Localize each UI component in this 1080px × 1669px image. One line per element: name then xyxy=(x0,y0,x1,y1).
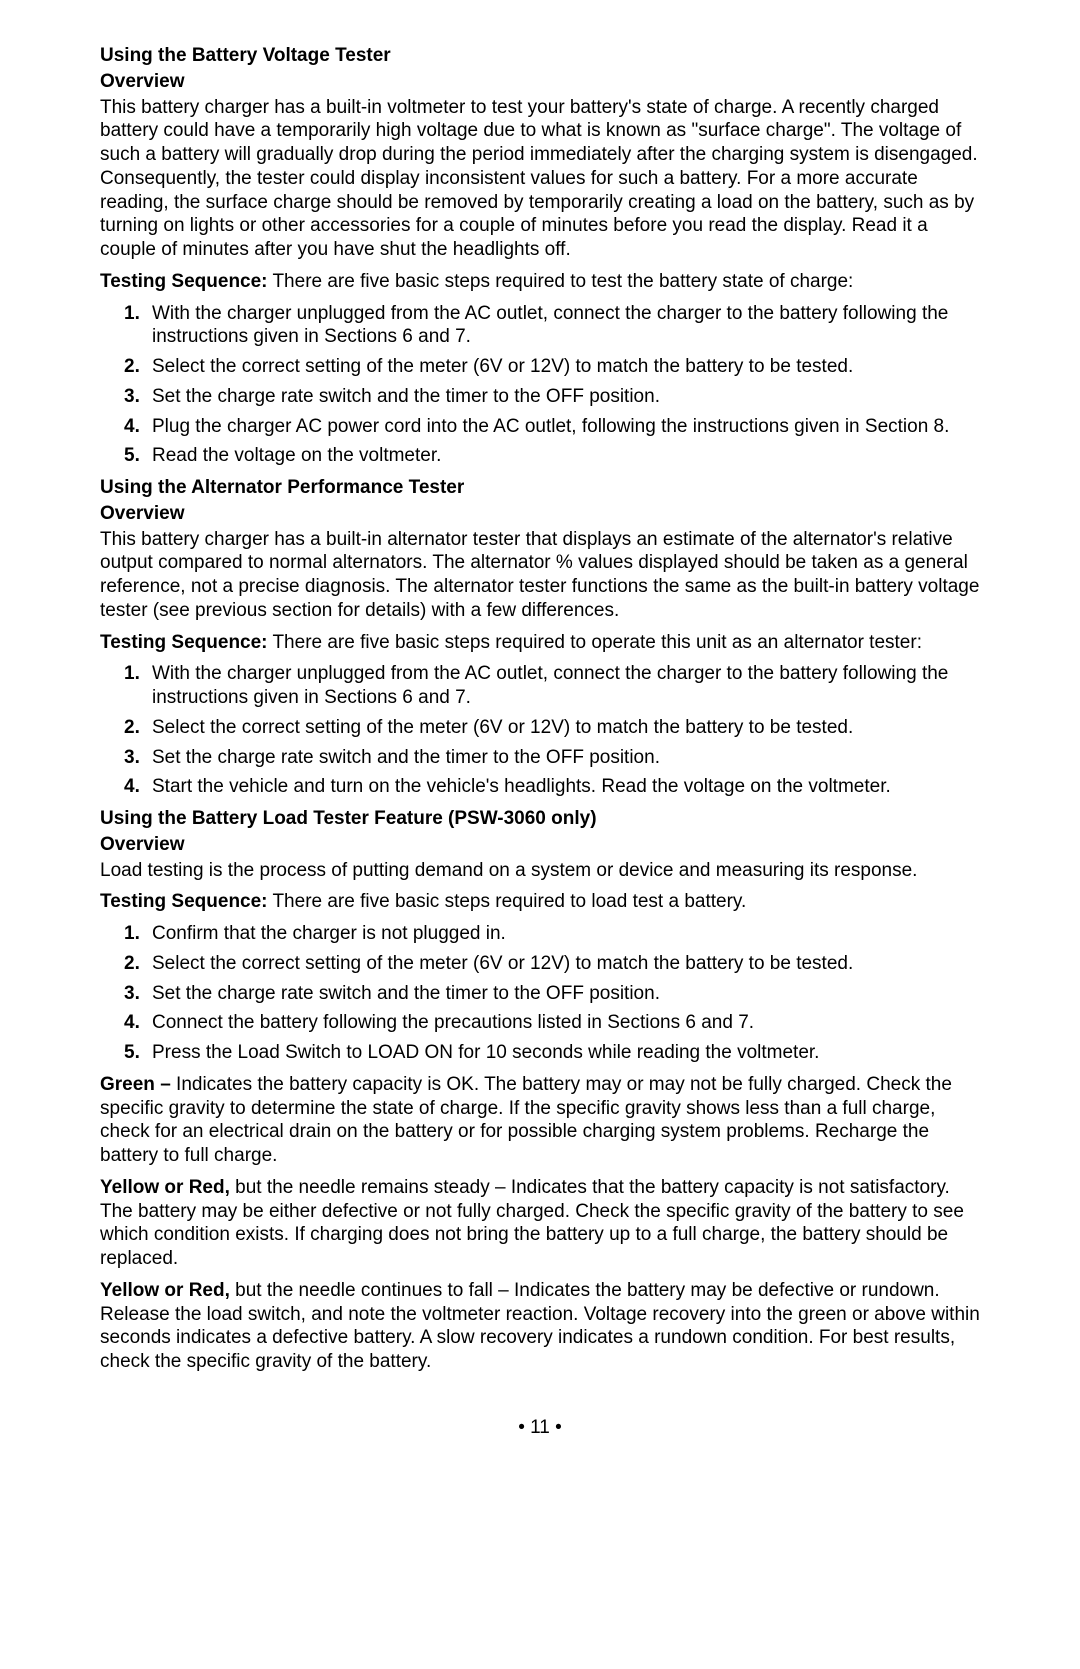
yellow-red-fall-para: Yellow or Red, but the needle continues … xyxy=(100,1279,980,1374)
green-text: Indicates the battery capacity is OK. Th… xyxy=(100,1074,952,1166)
section-title-alternator-tester: Using the Alternator Performance Tester xyxy=(100,476,980,500)
step-item: Set the charge rate switch and the timer… xyxy=(152,385,980,409)
section-title-voltage-tester: Using the Battery Voltage Tester xyxy=(100,44,980,68)
load-steps-list: Confirm that the charger is not plugged … xyxy=(100,922,980,1065)
yellow-red-text: but the needle continues to fall – Indic… xyxy=(100,1280,980,1372)
overview-label: Overview xyxy=(100,833,980,857)
testing-sequence-text: There are five basic steps required to l… xyxy=(268,891,747,912)
voltage-steps-list: With the charger unplugged from the AC o… xyxy=(100,302,980,469)
step-item: Confirm that the charger is not plugged … xyxy=(152,922,980,946)
overview-text: Load testing is the process of putting d… xyxy=(100,859,980,883)
testing-sequence-label: Testing Sequence: xyxy=(100,632,268,653)
step-item: With the charger unplugged from the AC o… xyxy=(152,302,980,350)
step-item: Set the charge rate switch and the timer… xyxy=(152,746,980,770)
step-item: Select the correct setting of the meter … xyxy=(152,952,980,976)
step-item: Select the correct setting of the meter … xyxy=(152,355,980,379)
testing-sequence-text: There are five basic steps required to o… xyxy=(268,632,922,653)
testing-sequence-intro: Testing Sequence: There are five basic s… xyxy=(100,890,980,914)
step-item: Read the voltage on the voltmeter. xyxy=(152,444,980,468)
step-item: Connect the battery following the precau… xyxy=(152,1011,980,1035)
page-number: • 11 • xyxy=(100,1416,980,1440)
yellow-red-text: but the needle remains steady – Indicate… xyxy=(100,1177,964,1269)
step-item: Select the correct setting of the meter … xyxy=(152,716,980,740)
yellow-red-label: Yellow or Red, xyxy=(100,1280,230,1301)
document-page: Using the Battery Voltage Tester Overvie… xyxy=(0,0,1080,1470)
section-title-load-tester: Using the Battery Load Tester Feature (P… xyxy=(100,807,980,831)
step-item: With the charger unplugged from the AC o… xyxy=(152,662,980,710)
step-item: Plug the charger AC power cord into the … xyxy=(152,415,980,439)
overview-text: This battery charger has a built-in alte… xyxy=(100,528,980,623)
green-indicator-para: Green – Indicates the battery capacity i… xyxy=(100,1073,980,1168)
step-item: Set the charge rate switch and the timer… xyxy=(152,982,980,1006)
yellow-red-steady-para: Yellow or Red, but the needle remains st… xyxy=(100,1176,980,1271)
overview-label: Overview xyxy=(100,502,980,526)
testing-sequence-intro: Testing Sequence: There are five basic s… xyxy=(100,631,980,655)
step-item: Press the Load Switch to LOAD ON for 10 … xyxy=(152,1041,980,1065)
testing-sequence-label: Testing Sequence: xyxy=(100,271,268,292)
overview-text: This battery charger has a built-in volt… xyxy=(100,96,980,262)
alternator-steps-list: With the charger unplugged from the AC o… xyxy=(100,662,980,799)
yellow-red-label: Yellow or Red, xyxy=(100,1177,230,1198)
testing-sequence-label: Testing Sequence: xyxy=(100,891,268,912)
overview-label: Overview xyxy=(100,70,980,94)
green-label: Green – xyxy=(100,1074,176,1095)
testing-sequence-text: There are five basic steps required to t… xyxy=(268,271,854,292)
step-item: Start the vehicle and turn on the vehicl… xyxy=(152,775,980,799)
testing-sequence-intro: Testing Sequence: There are five basic s… xyxy=(100,270,980,294)
